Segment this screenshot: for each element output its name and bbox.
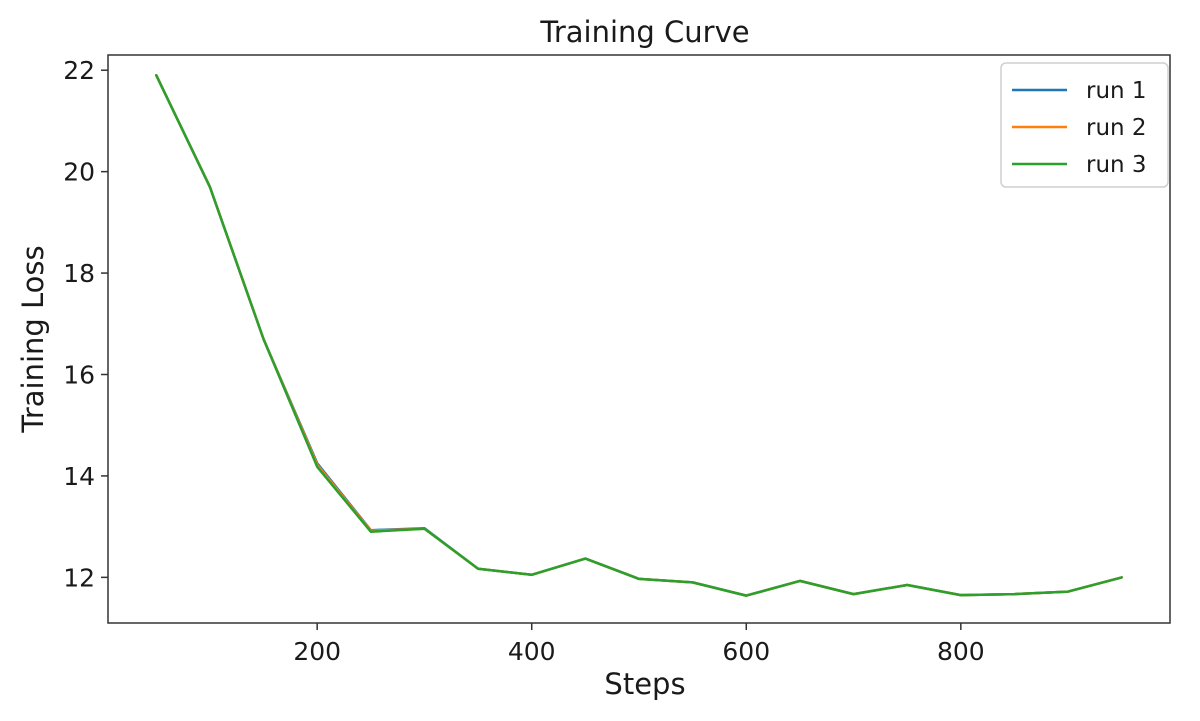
x-tick-label: 400	[508, 637, 556, 666]
series-layer	[155, 74, 1123, 597]
y-tick-label: 12	[63, 563, 95, 592]
y-tick-label: 20	[63, 158, 95, 187]
y-axis-ticks: 12 14 16 18 20 22	[63, 56, 108, 592]
legend-frame	[1000, 62, 1169, 188]
x-tick-label: 600	[722, 637, 770, 666]
plot-area: 200 400 600 800 12 14 16 18 20 22	[63, 54, 1171, 666]
y-tick-label: 16	[63, 361, 95, 390]
x-tick-label: 200	[293, 637, 341, 666]
chart-title: Training Curve	[539, 15, 749, 49]
legend-label-run-2: run 2	[1086, 115, 1147, 141]
y-tick-label: 18	[63, 259, 95, 288]
legend-label-run-1: run 1	[1086, 78, 1147, 104]
legend-label-run-3: run 3	[1086, 152, 1147, 178]
y-tick-label: 22	[63, 56, 95, 85]
series-line-run-3	[155, 74, 1123, 597]
x-axis-label: Steps	[604, 667, 685, 701]
axes-frame	[107, 54, 1171, 624]
legend-items: run 1 run 2 run 3	[1012, 78, 1147, 178]
x-tick-label: 800	[937, 637, 985, 666]
y-tick-label: 14	[63, 462, 95, 491]
x-axis-ticks: 200 400 600 800	[293, 623, 985, 666]
y-axis-label: Training Loss	[16, 245, 50, 433]
legend: run 1 run 2 run 3	[1000, 62, 1169, 188]
